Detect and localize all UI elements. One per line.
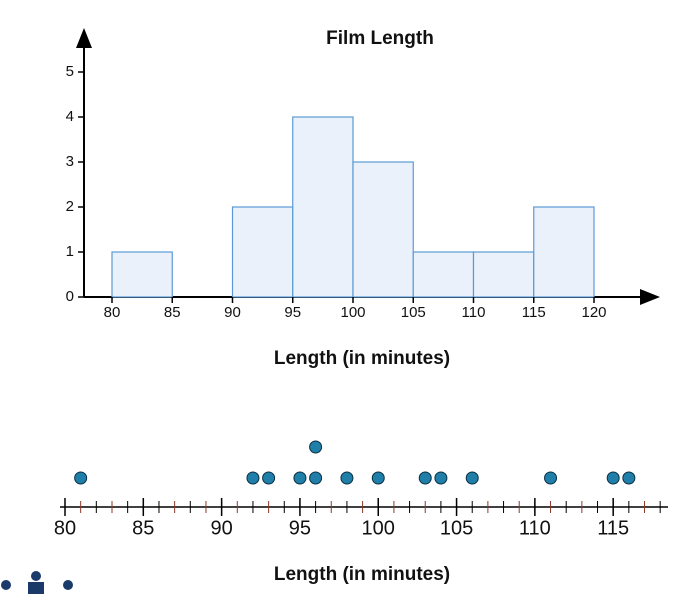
dot [418, 471, 432, 485]
x-tick-label: 85 [164, 304, 181, 321]
bar [231, 206, 294, 298]
y-tick-label: 1 [66, 243, 74, 260]
dot [622, 471, 636, 485]
bar [472, 251, 535, 298]
bar [412, 251, 475, 298]
x-tick-label: 110 [519, 517, 551, 539]
dot [309, 471, 323, 485]
bar [292, 116, 354, 298]
x-tick-label: 115 [522, 304, 546, 321]
x-tick-label: 80 [104, 304, 121, 321]
dot [246, 471, 260, 485]
x-tick-label: 90 [224, 304, 241, 321]
dot [465, 471, 479, 485]
x-tick-label: 110 [462, 304, 486, 321]
x-axis-label: Length (in minutes) [274, 348, 450, 369]
x-axis-label: Length (in minutes) [274, 564, 450, 585]
bar [352, 161, 414, 298]
dot [606, 471, 620, 485]
x-tick-label: 90 [210, 517, 232, 539]
bar [533, 206, 595, 298]
y-tick-label: 4 [66, 108, 74, 125]
x-tick-label: 105 [440, 517, 473, 539]
dot [544, 471, 558, 485]
y-tick-label: 5 [66, 63, 74, 80]
x-tick-label: 80 [54, 517, 76, 539]
x-tick-label: 100 [340, 304, 365, 321]
x-tick-label: 115 [597, 517, 629, 539]
x-tick-label: 85 [132, 517, 154, 539]
x-tick-label: 95 [289, 517, 311, 539]
bar [111, 251, 173, 298]
dot [434, 471, 448, 485]
x-tick-label: 95 [284, 304, 301, 321]
y-tick-label: 0 [66, 288, 74, 305]
logo-icon [1, 571, 73, 594]
chart-title: Film Length [326, 28, 434, 49]
dot [340, 471, 354, 485]
y-tick-label: 2 [66, 198, 74, 215]
dot [293, 471, 307, 485]
dot [262, 471, 276, 485]
dot [371, 471, 385, 485]
x-tick-label: 120 [581, 304, 606, 321]
dot [309, 440, 323, 454]
dot [74, 471, 88, 485]
y-tick-label: 3 [66, 153, 74, 170]
x-tick-label: 100 [362, 517, 395, 539]
x-tick-label: 105 [401, 304, 426, 321]
